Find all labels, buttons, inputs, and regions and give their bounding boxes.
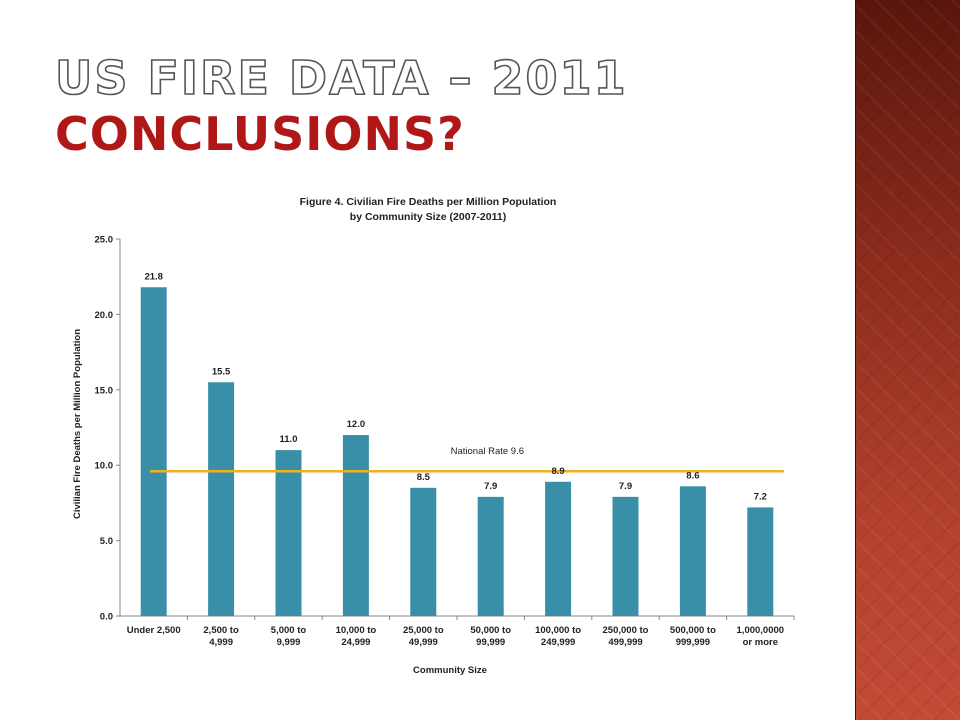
x-tick-label: 2,500 to — [203, 625, 239, 636]
slide-subtitle: CONCLUSIONS? — [55, 107, 465, 161]
value-label: 7.2 — [754, 491, 767, 502]
bar — [342, 435, 369, 616]
x-tick-label: 50,000 to — [470, 625, 511, 636]
chart-title: Figure 4. Civilian Fire Deaths per Milli… — [300, 196, 557, 208]
x-tick-label: 100,000 to — [535, 625, 581, 636]
x-tick-label: 499,999 — [608, 637, 642, 648]
x-tick-label: 4,999 — [209, 637, 233, 648]
x-tick-label: 999,999 — [676, 637, 710, 648]
bars — [140, 287, 774, 616]
x-tick-label: 49,999 — [409, 637, 438, 648]
y-tick-label: 5.0 — [100, 536, 113, 547]
bar — [679, 486, 706, 616]
value-labels: 21.8 15.5 11.0 12.0 8.5 7.9 8.9 7.9 8.6 7.2 — [144, 271, 766, 502]
y-tick-label: 0.0 — [100, 612, 113, 623]
x-tick-label: 249,999 — [541, 637, 575, 648]
x-tick-labels: Under 2,500 2,500 to4,999 5,000 to9,999 10,… — [127, 616, 795, 648]
value-label: 12.0 — [347, 419, 366, 430]
bar — [747, 507, 774, 616]
value-label: 8.9 — [551, 466, 564, 477]
bar — [477, 496, 504, 616]
bar — [140, 287, 167, 616]
slide-title: US FIRE DATA – 2011 — [54, 50, 628, 106]
x-tick-label: Under 2,500 — [127, 625, 181, 636]
y-tick-label: 20.0 — [95, 310, 114, 321]
bar — [612, 496, 639, 616]
national-rate-label: National Rate 9.6 — [451, 446, 524, 457]
value-label: 15.5 — [212, 366, 231, 377]
reference-line-group: National Rate 9.6 — [150, 446, 784, 473]
bar — [545, 481, 572, 616]
x-tick-label: 500,000 to — [670, 625, 716, 636]
chart-subtitle: by Community Size (2007-2011) — [350, 211, 506, 223]
x-tick-label: 9,999 — [277, 637, 301, 648]
x-tick-label: 25,000 to — [403, 625, 444, 636]
value-label: 11.0 — [280, 434, 298, 445]
x-tick-label: 99,999 — [476, 637, 505, 648]
x-tick-label: 5,000 to — [271, 625, 307, 636]
value-label: 8.6 — [686, 470, 699, 481]
x-tick-label: 10,000 to — [336, 625, 377, 636]
bar — [410, 487, 437, 616]
y-tick-label: 15.0 — [95, 385, 114, 396]
value-label: 8.5 — [417, 472, 431, 483]
bar — [275, 450, 302, 616]
x-tick-label: 250,000 to — [603, 625, 649, 636]
decorative-side-band — [855, 0, 960, 720]
y-tick-label: 25.0 — [95, 235, 114, 246]
bar — [208, 382, 235, 616]
value-label: 7.9 — [619, 481, 632, 492]
x-axis-label: Community Size — [413, 665, 487, 676]
value-label: 21.8 — [144, 271, 163, 282]
value-label: 7.9 — [484, 481, 497, 492]
y-tick-label: 10.0 — [95, 461, 114, 472]
y-axis-label: Civilian Fire Deaths per Million Populat… — [72, 329, 83, 519]
x-tick-label: 1,000,0000 — [737, 625, 785, 636]
x-tick-label: 24,999 — [341, 637, 370, 648]
bar-chart: Figure 4. Civilian Fire Deaths per Milli… — [72, 196, 795, 676]
y-ticks: 0.0 5.0 10.0 15.0 20.0 25.0 — [95, 235, 120, 623]
x-tick-label: or more — [743, 637, 778, 648]
